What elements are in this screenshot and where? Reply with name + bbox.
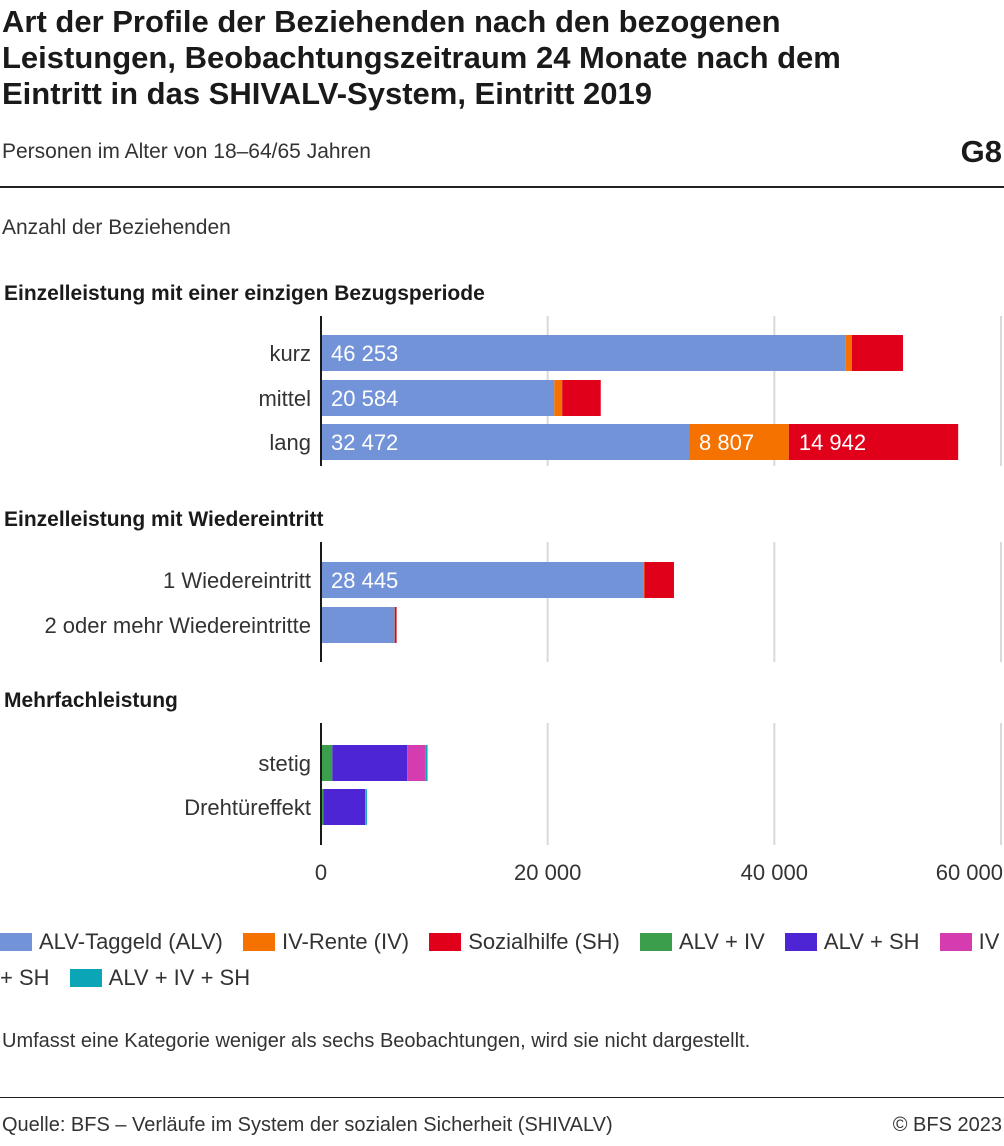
x-tick-label-1: 20 000	[514, 860, 581, 885]
group-title-0: Einzelleistung mit einer einzigen Bezugs…	[4, 282, 485, 305]
legend-swatch-4	[784, 933, 817, 951]
category-label-1-1: 2 oder mehr Wiedereintritte	[44, 613, 311, 638]
chart-title: Art der Profile der Beziehenden nach den…	[2, 4, 841, 111]
bar-1-1-0	[321, 607, 395, 643]
legend-item-3: ALV + IV	[639, 929, 765, 954]
legend-label-1: IV-Rente (IV)	[281, 929, 410, 954]
x-tick-label-0: 0	[315, 860, 327, 885]
category-label-0-2: lang	[269, 430, 311, 455]
bar-0-0-0	[321, 335, 846, 371]
group-title-1: Einzelleistung mit Wiedereintritt	[4, 508, 324, 531]
legend-label-4: ALV + SH	[823, 929, 920, 954]
legend-swatch-0	[0, 933, 32, 951]
chart-code: G8	[960, 134, 1002, 169]
legend-item-2: Sozialhilfe (SH)	[429, 929, 620, 954]
bar-2-0-6	[425, 745, 428, 781]
chart-subtitle: Personen im Alter von 18–64/65 Jahren	[2, 140, 371, 163]
value-label-0-0-0: 46 253	[331, 341, 398, 366]
legend-item-0: ALV-Taggeld (ALV)	[0, 929, 223, 954]
chart-legend: ALV-Taggeld (ALV) IV-Rente (IV) Sozialhi…	[0, 924, 1004, 996]
value-label-0-2-2: 14 942	[799, 430, 866, 455]
bar-0-2-0	[321, 424, 690, 460]
value-label-0-1-0: 20 584	[331, 386, 398, 411]
bar-2-1-3	[321, 789, 324, 825]
copyright: © BFS 2023	[892, 1114, 1002, 1136]
group-title-2: Mehrfachleistung	[4, 689, 178, 712]
legend-label-6: ALV + IV + SH	[108, 965, 251, 990]
bar-2-1-6	[365, 789, 367, 825]
category-label-2-1: Drehtüreffekt	[184, 795, 311, 820]
legend-swatch-5	[939, 933, 972, 951]
bar-0-1-0	[321, 380, 555, 416]
bar-2-0-5	[407, 745, 426, 781]
legend-swatch-1	[242, 933, 275, 951]
bar-2-1-5	[365, 789, 366, 825]
bar-0-1-1	[554, 380, 563, 416]
value-label-0-2-1: 8 807	[699, 430, 754, 455]
legend-label-2: Sozialhilfe (SH)	[468, 929, 620, 954]
footnote: Umfasst eine Kategorie weniger als sechs…	[2, 1030, 751, 1052]
value-label-1-0-0: 28 445	[331, 568, 398, 593]
bar-chart: Einzelleistung mit einer einzigen Bezugs…	[4, 282, 1003, 885]
bar-2-1-4	[323, 789, 366, 825]
bar-0-1-2	[562, 380, 601, 416]
header-rule	[0, 186, 1004, 188]
legend-item-6: ALV + IV + SH	[69, 965, 251, 990]
bar-2-0-3	[321, 745, 333, 781]
category-label-0-0: kurz	[269, 341, 311, 366]
category-label-0-1: mittel	[258, 386, 311, 411]
bar-0-0-1	[845, 335, 853, 371]
value-label-0-2-0: 32 472	[331, 430, 398, 455]
legend-item-1: IV-Rente (IV)	[242, 929, 410, 954]
bar-0-0-2	[852, 335, 904, 371]
legend-item-5: IV + SH	[0, 929, 999, 990]
x-tick-label-2: 40 000	[741, 860, 808, 885]
category-label-2-0: stetig	[258, 751, 311, 776]
bar-0-2-1	[689, 424, 789, 460]
source: Quelle: BFS – Verläufe im System der soz…	[2, 1114, 613, 1136]
legend-label-5: IV + SH	[0, 929, 1000, 990]
x-tick-label-3: 60 000	[936, 860, 1003, 885]
bar-1-0-0	[321, 562, 644, 598]
legend-swatch-2	[429, 933, 462, 951]
bar-1-0-2	[644, 562, 674, 598]
bar-1-1-2	[394, 607, 397, 643]
legend-swatch-6	[69, 969, 102, 987]
category-label-1-0: 1 Wiedereintritt	[163, 568, 311, 593]
bar-1-0-1	[643, 562, 645, 598]
bar-2-0-4	[332, 745, 408, 781]
legend-label-0: ALV-Taggeld (ALV)	[39, 929, 223, 954]
legend-item-4: ALV + SH	[784, 929, 920, 954]
unit-label: Anzahl der Beziehenden	[2, 216, 231, 239]
footer-rule	[0, 1097, 1004, 1098]
legend-swatch-3	[639, 933, 672, 951]
legend-label-3: ALV + IV	[678, 929, 765, 954]
bar-0-2-2	[788, 424, 959, 460]
